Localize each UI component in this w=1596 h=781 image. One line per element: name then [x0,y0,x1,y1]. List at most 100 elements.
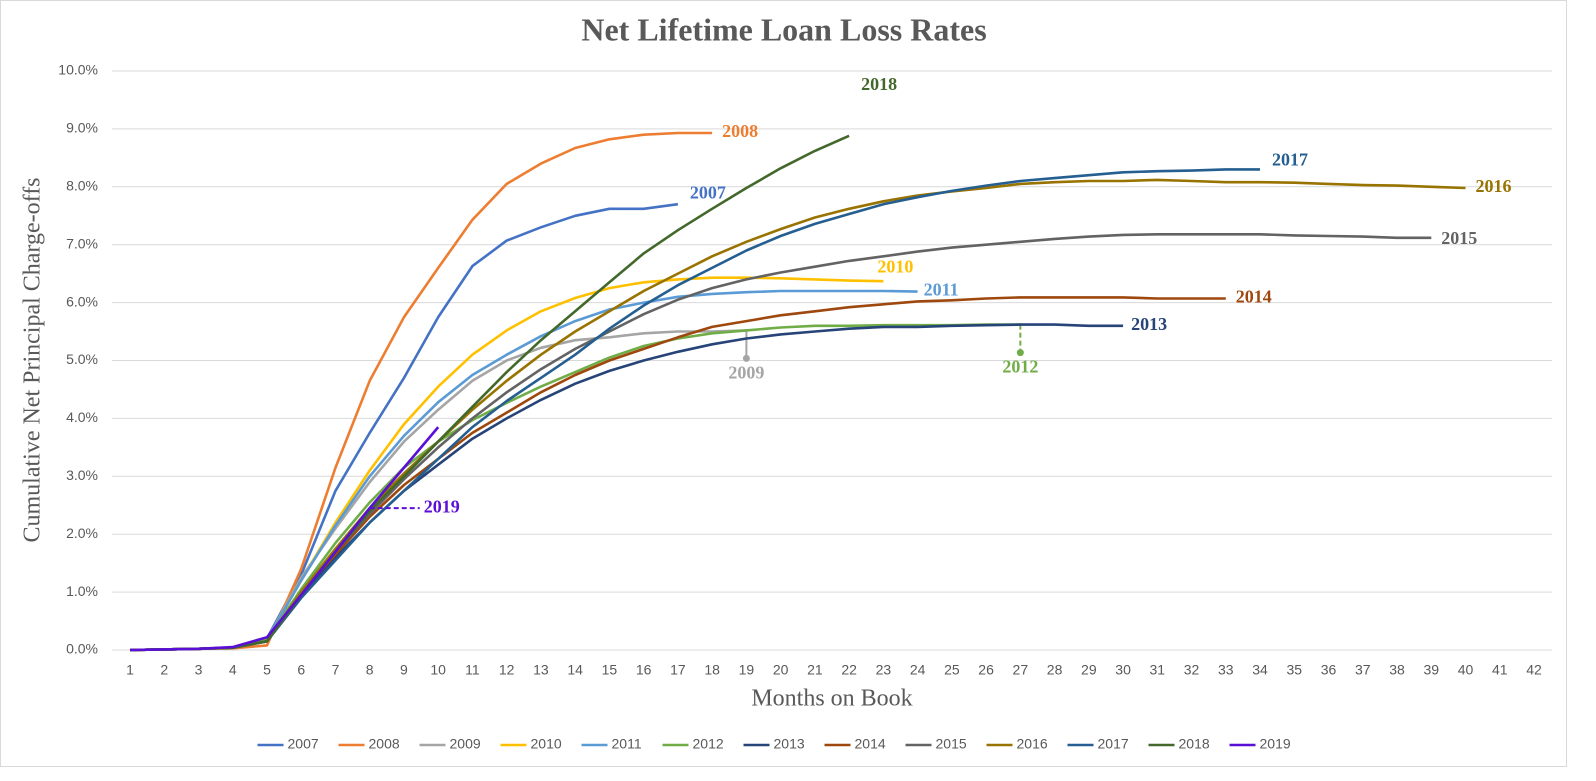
x-tick-label: 14 [567,662,583,678]
x-tick-label: 5 [263,662,271,678]
x-tick-label: 29 [1081,662,1097,678]
series-line [129,426,440,652]
x-tick-label: 4 [229,662,237,678]
y-tick-label: 3.0% [66,467,98,483]
x-tick-label: 18 [704,662,720,678]
y-axis-label: Cumulative Net Principal Charge-offs [20,177,46,542]
leader-dot [742,354,750,362]
x-tick-label: 8 [366,662,374,678]
y-tick-label: 10.0% [58,62,98,78]
x-tick-label: 24 [910,662,926,678]
series-label: 2012 [1002,357,1038,377]
x-tick-label: 7 [332,662,340,678]
x-tick-label: 13 [533,662,549,678]
legend-item: 2011 [581,736,642,752]
legend-label: 2007 [288,736,319,752]
chart-border [0,0,1567,767]
x-tick-label: 22 [841,662,857,678]
legend-label: 2009 [450,736,481,752]
x-tick-label: 12 [499,662,515,678]
leader-dot [1016,349,1024,357]
y-tick-label: 5.0% [66,351,98,367]
legend-label: 2015 [936,736,967,752]
x-tick-label: 28 [1047,662,1063,678]
x-tick-label: 19 [739,662,755,678]
x-tick-label: 34 [1252,662,1268,678]
legend-label: 2008 [369,736,400,752]
x-tick-label: 39 [1423,662,1439,678]
legend-label: 2017 [1098,736,1129,752]
series-label: 2008 [722,121,758,141]
x-tick-label: 38 [1389,662,1405,678]
y-tick-label: 8.0% [66,178,98,194]
x-tick-label: 41 [1492,662,1508,678]
legend-label: 2013 [774,736,805,752]
series-line [129,168,1260,652]
series-label: 2018 [861,74,897,94]
series-label: 2015 [1441,228,1477,248]
x-tick-label: 30 [1115,662,1131,678]
x-tick-label: 16 [636,662,652,678]
x-tick-label: 2 [160,662,168,678]
legend-item: 2019 [1229,736,1291,752]
y-tick-label: 9.0% [66,120,98,136]
legend-label: 2016 [1017,736,1048,752]
y-tick-label: 4.0% [66,409,98,425]
x-tick-label: 31 [1150,662,1166,678]
x-tick-label: 32 [1184,662,1200,678]
legend-label: 2019 [1260,736,1291,752]
legend-item: 2013 [743,736,805,752]
series-label: 2014 [1236,287,1272,307]
legend-item: 2014 [824,736,886,752]
series-label: 2009 [728,363,764,383]
series-label: 2010 [877,256,913,276]
legend-item: 2009 [419,736,481,752]
y-tick-label: 7.0% [66,235,98,251]
x-tick-label: 37 [1355,662,1371,678]
series-label: 2019 [424,496,460,516]
series-label: 2013 [1131,314,1167,334]
x-tick-label: 25 [944,662,960,678]
y-tick-label: 1.0% [66,583,98,599]
series-line [129,134,850,652]
x-tick-label: 17 [670,662,686,678]
legend-label: 2012 [693,736,724,752]
series-label: 2017 [1272,150,1308,170]
x-tick-label: 15 [602,662,618,678]
legend-item: 2012 [662,736,724,752]
y-tick-label: 6.0% [66,293,98,309]
x-tick-label: 26 [978,662,994,678]
x-tick-label: 6 [297,662,305,678]
legend-item: 2010 [500,736,562,752]
legend-item: 2017 [1067,736,1129,752]
x-tick-label: 9 [400,662,408,678]
x-tick-label: 40 [1458,662,1474,678]
series-label: 2011 [924,280,959,300]
x-tick-label: 21 [807,662,823,678]
series-label: 2016 [1476,176,1512,196]
x-tick-label: 27 [1013,662,1029,678]
x-tick-label: 36 [1321,662,1337,678]
x-tick-label: 10 [430,662,446,678]
x-tick-label: 1 [126,662,134,678]
x-tick-label: 20 [773,662,789,678]
legend-item: 2008 [338,736,400,752]
x-tick-label: 42 [1526,662,1542,678]
x-tick-label: 3 [195,662,203,678]
legend-label: 2018 [1179,736,1210,752]
legend-item: 2007 [257,736,319,752]
x-tick-label: 35 [1287,662,1303,678]
x-tick-label: 11 [465,662,480,678]
x-tick-label: 33 [1218,662,1234,678]
chart-title: Net Lifetime Loan Loss Rates [581,11,986,47]
series-label: 2007 [690,182,726,202]
legend-item: 2015 [905,736,967,752]
legend-label: 2010 [531,736,562,752]
legend-label: 2014 [855,736,886,752]
legend-item: 2018 [1148,736,1210,752]
y-tick-label: 0.0% [66,641,98,657]
x-axis-label: Months on Book [751,686,912,712]
x-tick-label: 23 [876,662,892,678]
y-tick-label: 2.0% [66,525,98,541]
